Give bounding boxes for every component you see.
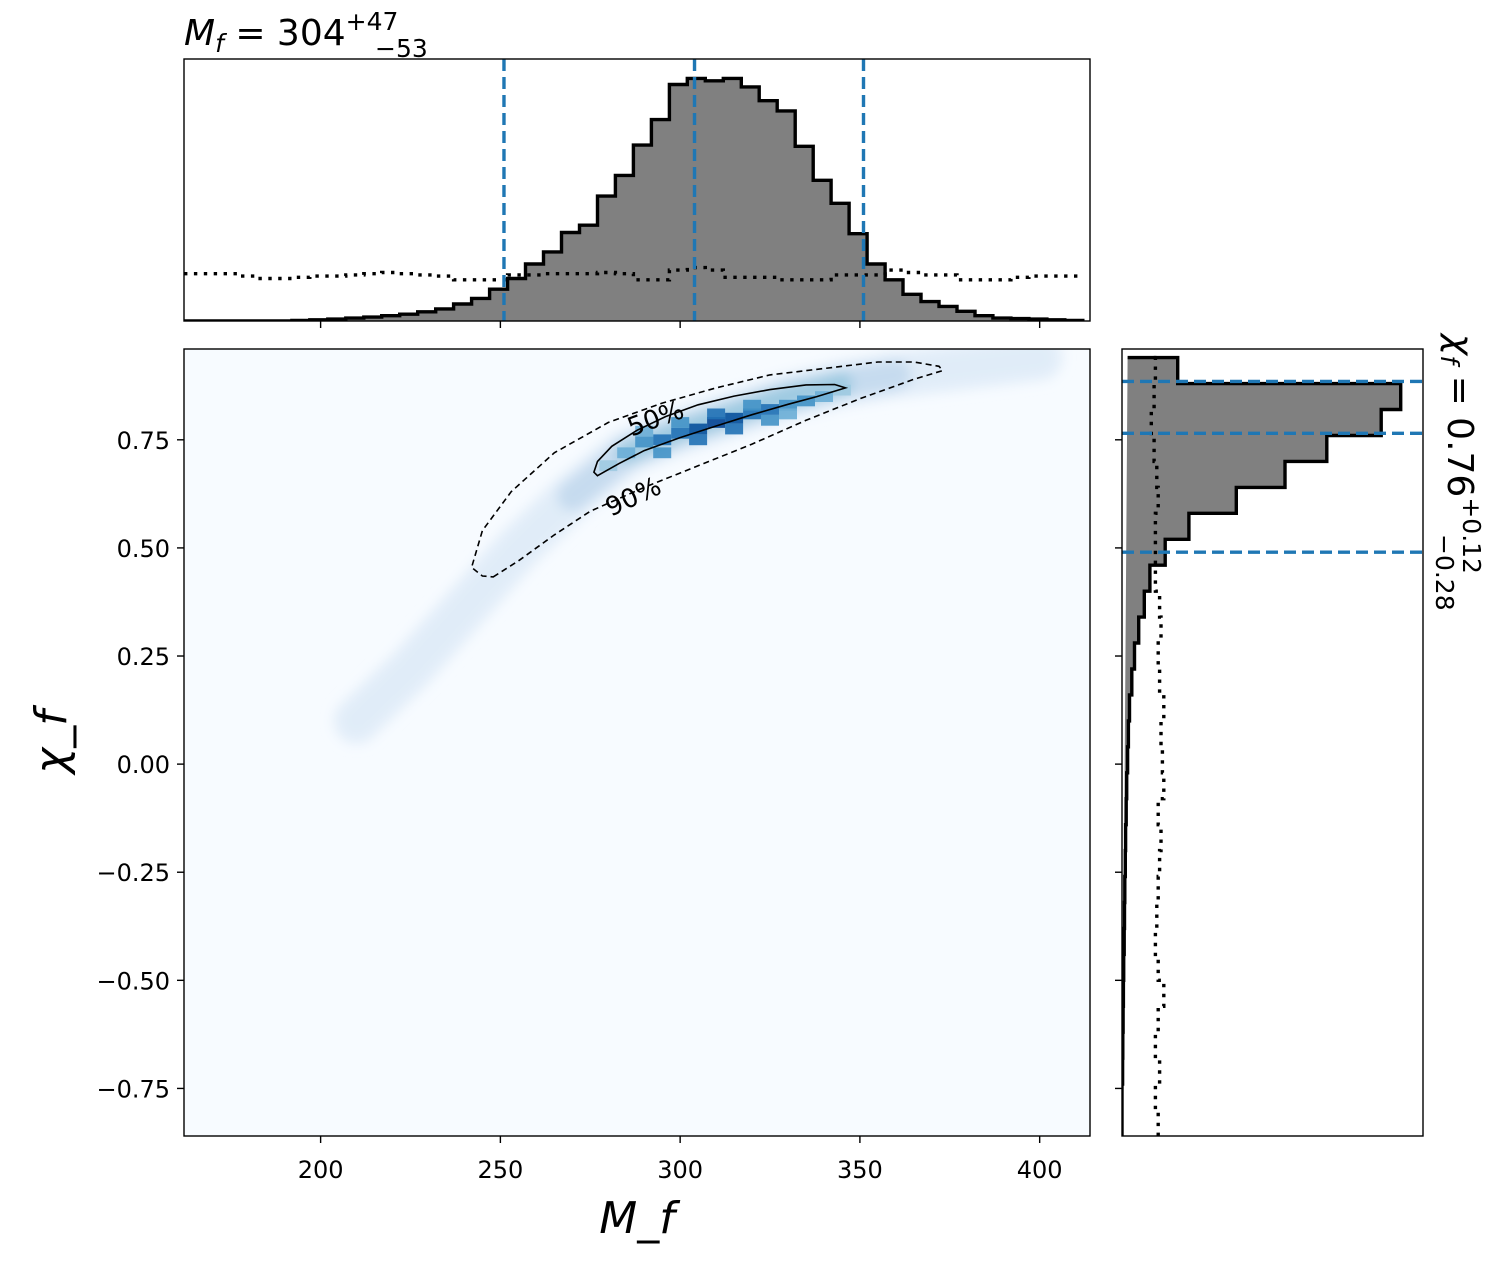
right-plot-frame — [1121, 348, 1424, 1137]
right-marginal-histograms — [1122, 355, 1423, 1136]
y-axis-label-main: χ_f — [26, 704, 77, 776]
right-marginal-panel: χf = 0.76+0.12−0.28 — [1115, 332, 1486, 1137]
right-y-axis-ticks — [1115, 439, 1122, 1090]
top-title: Mf = 304+47 −53 — [184, 7, 428, 63]
density-cell-10 — [815, 391, 833, 402]
top-title-main: M — [184, 13, 215, 54]
right-title: χf = 0.76+0.12−0.28 — [1430, 332, 1486, 611]
x-axis-label: M_f — [599, 1193, 681, 1244]
density-cell-9 — [797, 395, 815, 407]
right-prior-step — [1149, 355, 1166, 1136]
x-axis-label-main: M_f — [599, 1193, 681, 1244]
density-cell-14 — [743, 399, 762, 411]
y-tick-label-1: −0.50 — [96, 967, 170, 995]
density-cell-11 — [617, 447, 636, 459]
density-cell-20 — [832, 384, 851, 396]
top-posterior-step — [184, 76, 1085, 321]
top-plot-frame — [183, 58, 1091, 322]
top-title-eq: = 304 — [224, 13, 346, 54]
density-cell-1 — [653, 434, 672, 446]
x-tick-label-400: 400 — [1017, 1156, 1063, 1184]
right-title-main: χ — [1439, 332, 1480, 357]
density-cell-0 — [635, 436, 654, 448]
joint-x-axis: 200 250 300 350 400 — [298, 1136, 1063, 1184]
joint-plot-background — [184, 349, 1090, 1136]
contour-50pct — [592, 383, 849, 477]
x-tick-label-250: 250 — [477, 1156, 523, 1184]
joint-plot-frame — [183, 348, 1091, 1137]
density-cell-4 — [707, 417, 726, 428]
joint-panel: 50%90% 200 250 300 350 400 −0.75−0.50−0.250.… — [26, 348, 1091, 1244]
y-tick-label-6: 0.75 — [117, 427, 170, 455]
contour-90pct — [470, 361, 944, 578]
density-cell-21 — [635, 425, 654, 437]
right-title-subscript: −0.28 — [1430, 534, 1459, 611]
y-tick-label-2: −0.25 — [96, 859, 170, 887]
top-posterior-fill — [184, 78, 1083, 321]
density-cell-17 — [725, 423, 744, 435]
density-cell-12 — [671, 417, 690, 428]
joint-contours — [470, 361, 944, 578]
x-tick-label-200: 200 — [298, 1156, 344, 1184]
density-cell-5 — [725, 412, 744, 424]
top-prior-step — [184, 265, 1083, 282]
density-cell-8 — [779, 399, 797, 411]
density-cell-13 — [707, 408, 726, 420]
y-tick-label-0: −0.75 — [96, 1075, 170, 1103]
top-title-sup: +47 — [346, 7, 399, 36]
density-cell-16 — [689, 434, 708, 446]
density-cell-15 — [653, 447, 672, 459]
y-axis-label: χ_f — [26, 704, 77, 776]
joint-density-map — [333, 349, 1063, 744]
top-title-subscript: −53 — [375, 34, 428, 63]
density-cell-18 — [761, 414, 779, 426]
right-title-sup: +0.12 — [1457, 497, 1486, 574]
top-marginal-histograms — [184, 59, 1085, 321]
y-tick-label-5: 0.50 — [117, 535, 170, 563]
x-tick-label-300: 300 — [657, 1156, 703, 1184]
y-tick-label-3: 0.00 — [117, 751, 170, 779]
right-title-eq: = 0.76 — [1439, 364, 1480, 497]
x-tick-label-350: 350 — [837, 1156, 883, 1184]
right-posterior-step — [1122, 355, 1403, 1136]
y-tick-label-4: 0.25 — [117, 643, 170, 671]
density-cell-22 — [779, 408, 797, 420]
top-marginal-panel: Mf = 304+47 −53 — [183, 7, 1091, 328]
density-cell-2 — [671, 427, 690, 439]
top-x-axis-ticks — [319, 321, 1041, 328]
density-cell-3 — [689, 423, 708, 435]
density-cell-19 — [599, 460, 618, 472]
joint-y-axis: −0.75 −0.50 −0.25 0.00 0.25 0.50 0.75 — [96, 427, 184, 1103]
